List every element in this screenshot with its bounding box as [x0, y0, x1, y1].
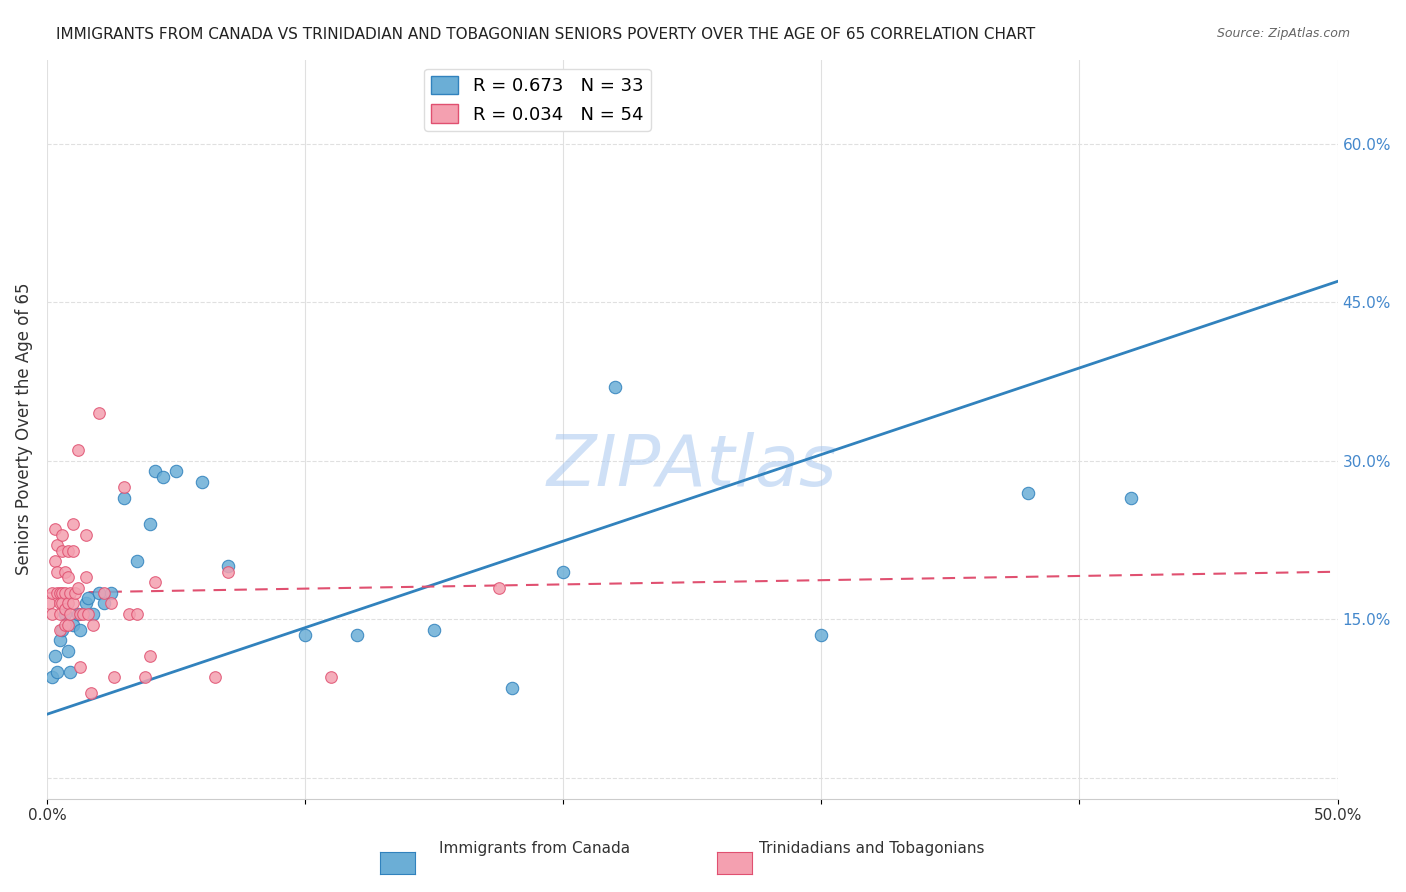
Point — [294, 628, 316, 642]
Point — [51, 596, 73, 610]
Text: Trinidadians and Tobagonians: Trinidadians and Tobagonians — [759, 841, 984, 856]
Point — [139, 517, 162, 532]
Point — [46, 586, 69, 600]
Point — [1119, 491, 1142, 505]
Point — [553, 565, 575, 579]
Point — [127, 554, 149, 568]
Point — [62, 617, 84, 632]
Point — [53, 565, 76, 579]
Point — [51, 586, 73, 600]
Point — [53, 617, 76, 632]
Point — [44, 649, 66, 664]
Point — [66, 443, 89, 458]
Point — [46, 565, 69, 579]
Point — [56, 543, 79, 558]
Point — [65, 586, 87, 600]
Point — [82, 617, 104, 632]
Point — [134, 670, 156, 684]
Point — [69, 607, 91, 621]
Point — [49, 633, 72, 648]
Point — [423, 623, 446, 637]
Point — [49, 623, 72, 637]
Point — [41, 586, 63, 600]
Text: IMMIGRANTS FROM CANADA VS TRINIDADIAN AND TOBAGONIAN SENIORS POVERTY OVER THE AG: IMMIGRANTS FROM CANADA VS TRINIDADIAN AN… — [56, 27, 1035, 42]
Point — [165, 464, 187, 478]
Text: Source: ZipAtlas.com: Source: ZipAtlas.com — [1216, 27, 1350, 40]
Point — [75, 570, 97, 584]
Point — [501, 681, 523, 695]
Point — [62, 517, 84, 532]
Point — [66, 607, 89, 621]
Point — [51, 543, 73, 558]
Point — [46, 665, 69, 679]
Legend: R = 0.673   N = 33, R = 0.034   N = 54: R = 0.673 N = 33, R = 0.034 N = 54 — [425, 69, 651, 131]
Point — [77, 591, 100, 606]
Point — [51, 623, 73, 637]
Point — [82, 607, 104, 621]
Point — [56, 644, 79, 658]
Point — [53, 601, 76, 615]
Point — [87, 406, 110, 420]
Point — [217, 565, 239, 579]
Point — [56, 617, 79, 632]
Point — [59, 586, 82, 600]
Point — [69, 659, 91, 673]
Point — [100, 596, 122, 610]
Point — [56, 570, 79, 584]
Point — [143, 575, 166, 590]
Point — [80, 686, 103, 700]
Point — [53, 586, 76, 600]
Point — [112, 480, 135, 494]
Point — [118, 607, 141, 621]
Point — [319, 670, 342, 684]
Point — [49, 607, 72, 621]
Point — [603, 380, 626, 394]
Point — [1017, 485, 1039, 500]
Point — [139, 649, 162, 664]
Point — [62, 543, 84, 558]
Point — [152, 469, 174, 483]
Text: Immigrants from Canada: Immigrants from Canada — [439, 841, 630, 856]
Y-axis label: Seniors Poverty Over the Age of 65: Seniors Poverty Over the Age of 65 — [15, 283, 32, 575]
Point — [143, 464, 166, 478]
Point — [204, 670, 226, 684]
Point — [810, 628, 832, 642]
Point — [51, 528, 73, 542]
Point — [49, 586, 72, 600]
Point — [87, 586, 110, 600]
Text: ZIPAtlas: ZIPAtlas — [547, 432, 838, 500]
Point — [191, 475, 214, 489]
Point — [59, 665, 82, 679]
Point — [217, 559, 239, 574]
Point — [41, 670, 63, 684]
Point — [488, 581, 510, 595]
Point — [59, 607, 82, 621]
Point — [56, 596, 79, 610]
Point — [93, 586, 115, 600]
Point — [44, 554, 66, 568]
Point — [38, 596, 60, 610]
Point — [100, 586, 122, 600]
Point — [93, 596, 115, 610]
Point — [66, 581, 89, 595]
Point — [44, 523, 66, 537]
Point — [53, 607, 76, 621]
Point — [103, 670, 125, 684]
Point — [127, 607, 149, 621]
Point — [346, 628, 368, 642]
Point — [69, 623, 91, 637]
Point — [62, 596, 84, 610]
Point — [75, 528, 97, 542]
Point — [41, 607, 63, 621]
Point — [72, 607, 94, 621]
Point — [77, 607, 100, 621]
Point — [49, 596, 72, 610]
Point — [46, 538, 69, 552]
Point — [112, 491, 135, 505]
Point — [75, 596, 97, 610]
